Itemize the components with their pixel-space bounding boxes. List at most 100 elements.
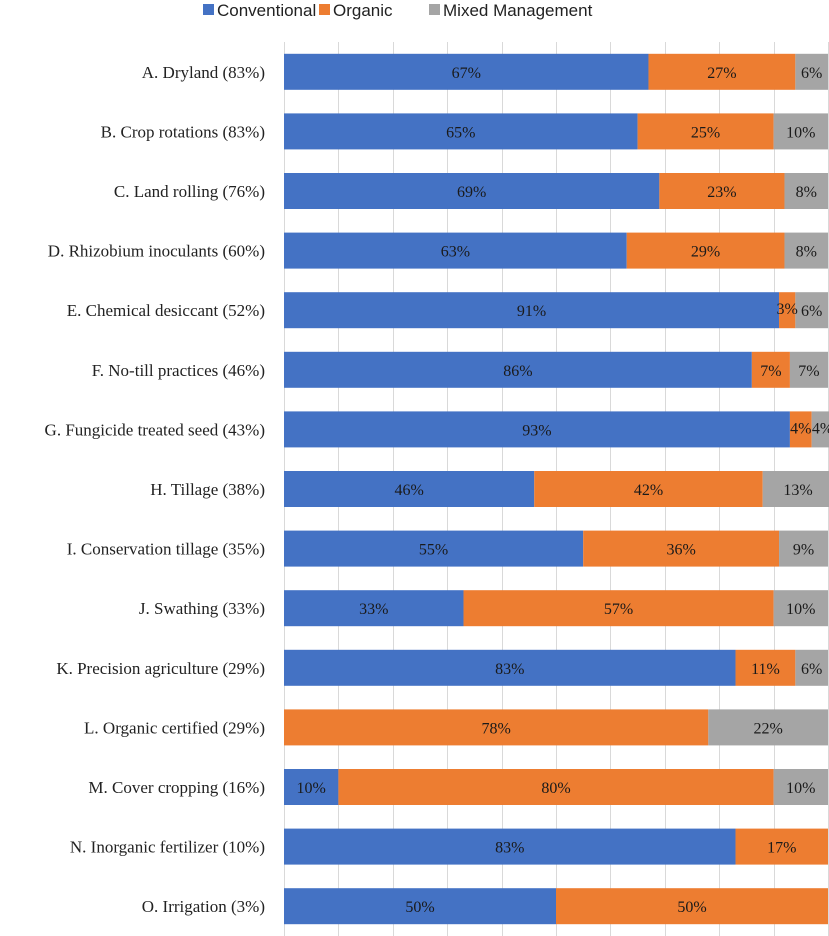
category-label: F. No-till practices (46%) (92, 361, 265, 380)
bar-segment-conventional (284, 828, 736, 865)
bar-segment-organic (648, 53, 796, 90)
data-label: 6% (801, 65, 822, 82)
category-label: E. Chemical desiccant (52%) (67, 301, 265, 320)
category-labels: A. Dryland (83%) B. Crop rotations (83%) C… (45, 63, 265, 916)
bar-segment-conventional (284, 53, 649, 90)
data-label: 80% (541, 780, 570, 797)
legend-label-mixed-management: Mixed Management (443, 1, 593, 20)
data-label: 4% (812, 420, 829, 437)
data-label: 78% (481, 720, 510, 737)
data-label: 23% (707, 184, 736, 201)
bar-segment-organic (637, 113, 774, 150)
data-label: 8% (796, 184, 817, 201)
category-label: N. Inorganic fertilizer (10%) (70, 838, 265, 857)
data-label: 10% (297, 780, 326, 797)
data-label: 27% (707, 65, 736, 82)
data-label: 6% (801, 661, 822, 678)
category-label: D. Rhizobium inoculants (60%) (48, 242, 265, 261)
bar-segment-conventional (284, 888, 556, 925)
data-label: 4% (790, 420, 811, 437)
category-label: O. Irrigation (3%) (142, 897, 265, 916)
bar-segment-mixed-management (795, 292, 828, 329)
category-label: A. Dryland (83%) (142, 63, 265, 82)
category-label: L. Organic certified (29%) (84, 718, 265, 737)
bar-segment-conventional (284, 351, 752, 388)
data-label: 29% (691, 244, 720, 261)
bar-segment-organic (735, 649, 796, 686)
bar-segment-conventional (284, 649, 736, 686)
bar-segment-conventional (284, 471, 535, 507)
data-label: 3% (777, 301, 798, 318)
bar-segment-organic (751, 351, 790, 388)
bar-segment-conventional (284, 411, 790, 448)
data-label: 10% (786, 124, 815, 141)
bar-segment-mixed-management (773, 590, 828, 627)
bar-segment-conventional (284, 530, 584, 567)
data-label: 9% (793, 542, 814, 559)
bar-segment-mixed-management (708, 709, 828, 746)
bar-segment-conventional (284, 769, 339, 805)
bar-segment-mixed-management (779, 530, 828, 567)
data-label: 6% (801, 303, 822, 320)
legend-swatch-mixed-management (429, 4, 440, 15)
bar-segment-organic (463, 590, 774, 627)
data-label: 25% (691, 124, 720, 141)
bar-segment-conventional (284, 113, 638, 150)
bar-segment-mixed-management (773, 769, 828, 805)
legend-swatch-conventional (203, 4, 214, 15)
data-label: 83% (495, 661, 524, 678)
data-label: 33% (359, 601, 388, 618)
bars (284, 53, 829, 925)
bar-segment-organic (659, 173, 785, 209)
data-label: 55% (419, 542, 448, 559)
data-label: 36% (666, 542, 695, 559)
bar-segment-mixed-management (762, 471, 829, 507)
data-label: 50% (405, 899, 434, 916)
data-label: 86% (503, 363, 532, 380)
bar-segment-organic (583, 530, 780, 567)
bar-segment-organic (284, 709, 709, 746)
bar-segment-mixed-management (811, 411, 829, 448)
category-label: K. Precision agriculture (29%) (56, 659, 265, 678)
bar-segment-organic (338, 769, 774, 805)
bar-segment-mixed-management (789, 351, 828, 388)
legend-label-conventional: Conventional (217, 1, 316, 20)
data-labels: 67% 27% 6%65% 25% 10%69% 23% 8%63% 29% 8%91% 3% 6%… (297, 65, 829, 916)
legend: Conventional Organic Mixed Management (203, 1, 593, 20)
bar-segment-organic (626, 232, 785, 269)
bar-segment-organic (735, 828, 828, 865)
data-label: 13% (783, 482, 812, 499)
bar-segment-organic (534, 471, 763, 507)
data-label: 63% (441, 244, 470, 261)
data-label: 22% (753, 720, 782, 737)
bar-segment-mixed-management (784, 232, 828, 269)
data-label: 10% (786, 780, 815, 797)
data-label: 46% (394, 482, 423, 499)
data-label: 7% (760, 363, 781, 380)
bar-segment-conventional (284, 173, 660, 209)
data-label: 91% (517, 303, 546, 320)
data-label: 93% (522, 422, 551, 439)
data-label: 7% (798, 363, 819, 380)
bar-segment-organic (779, 292, 796, 329)
category-label: B. Crop rotations (83%) (101, 122, 265, 141)
bar-segment-mixed-management (784, 173, 828, 209)
category-label: M. Cover cropping (16%) (88, 778, 265, 797)
bar-segment-conventional (284, 232, 627, 269)
data-label: 42% (634, 482, 663, 499)
bar-segment-organic (556, 888, 828, 925)
category-label: G. Fungicide treated seed (43%) (45, 420, 265, 439)
data-label: 17% (767, 840, 796, 857)
data-label: 67% (452, 65, 481, 82)
data-label: 65% (446, 124, 475, 141)
legend-swatch-organic (319, 4, 330, 15)
bar-segment-mixed-management (795, 53, 828, 90)
bar-segment-conventional (284, 292, 780, 329)
bar-segment-organic (789, 411, 812, 448)
data-label: 69% (457, 184, 486, 201)
data-label: 57% (604, 601, 633, 618)
category-label: C. Land rolling (76%) (114, 182, 265, 201)
bar-segment-mixed-management (773, 113, 828, 150)
data-label: 10% (786, 601, 815, 618)
